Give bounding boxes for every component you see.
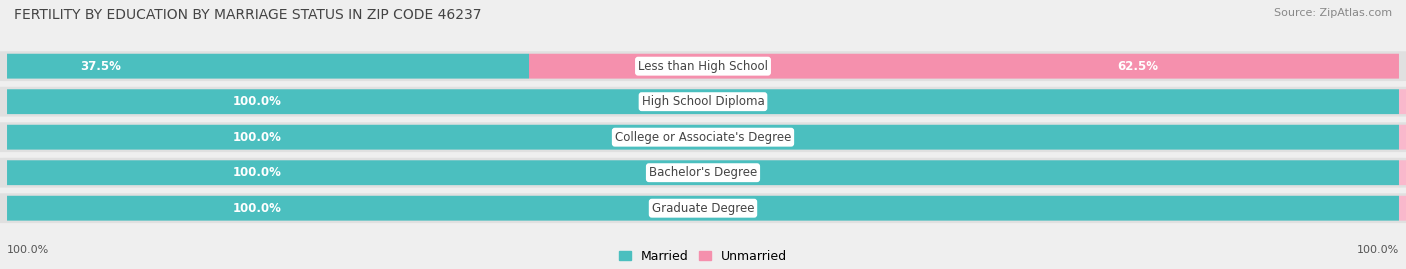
FancyBboxPatch shape: [7, 89, 1399, 114]
FancyBboxPatch shape: [1399, 89, 1406, 114]
Text: 100.0%: 100.0%: [233, 166, 283, 179]
FancyBboxPatch shape: [1399, 125, 1406, 150]
Legend: Married, Unmarried: Married, Unmarried: [619, 250, 787, 263]
Text: Source: ZipAtlas.com: Source: ZipAtlas.com: [1274, 8, 1392, 18]
Text: FERTILITY BY EDUCATION BY MARRIAGE STATUS IN ZIP CODE 46237: FERTILITY BY EDUCATION BY MARRIAGE STATU…: [14, 8, 482, 22]
FancyBboxPatch shape: [0, 87, 1406, 116]
FancyBboxPatch shape: [529, 54, 1399, 79]
FancyBboxPatch shape: [0, 51, 1406, 81]
FancyBboxPatch shape: [7, 196, 1399, 221]
FancyBboxPatch shape: [0, 158, 1406, 187]
Text: 37.5%: 37.5%: [80, 60, 121, 73]
FancyBboxPatch shape: [1399, 160, 1406, 185]
FancyBboxPatch shape: [1399, 196, 1406, 221]
Text: 62.5%: 62.5%: [1118, 60, 1159, 73]
Text: Graduate Degree: Graduate Degree: [652, 202, 754, 215]
FancyBboxPatch shape: [7, 160, 1399, 185]
Text: 100.0%: 100.0%: [1357, 245, 1399, 255]
Text: High School Diploma: High School Diploma: [641, 95, 765, 108]
Text: Bachelor's Degree: Bachelor's Degree: [650, 166, 756, 179]
FancyBboxPatch shape: [7, 54, 529, 79]
FancyBboxPatch shape: [7, 125, 1399, 150]
Text: 100.0%: 100.0%: [233, 131, 283, 144]
Text: 100.0%: 100.0%: [233, 202, 283, 215]
FancyBboxPatch shape: [0, 122, 1406, 152]
FancyBboxPatch shape: [0, 193, 1406, 223]
Text: Less than High School: Less than High School: [638, 60, 768, 73]
Text: 100.0%: 100.0%: [233, 95, 283, 108]
Text: College or Associate's Degree: College or Associate's Degree: [614, 131, 792, 144]
Text: 100.0%: 100.0%: [7, 245, 49, 255]
